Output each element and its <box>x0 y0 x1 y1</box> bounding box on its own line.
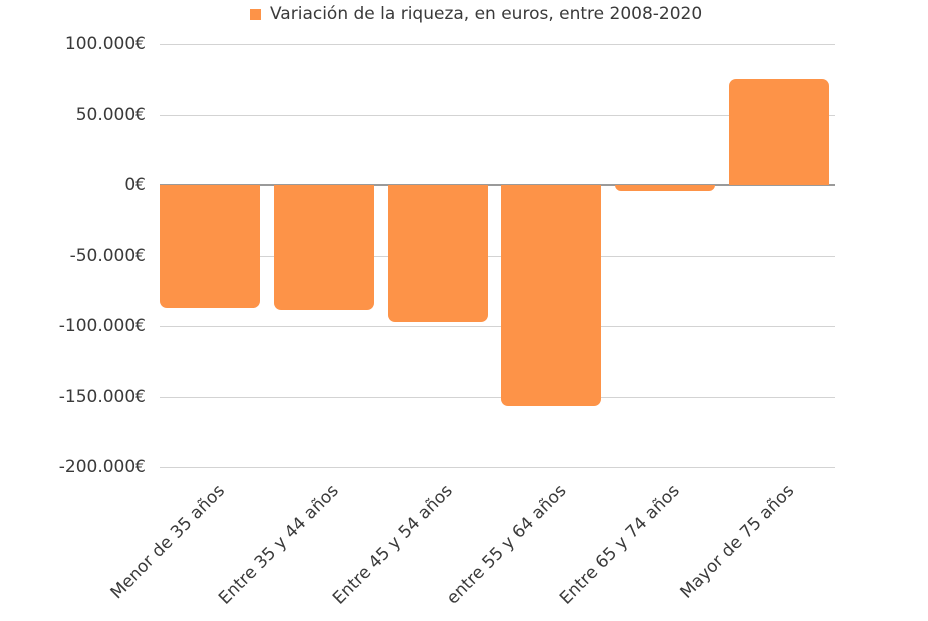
bar-2[interactable] <box>387 185 488 322</box>
y-axis-tick-label: -50.000€ <box>69 246 146 266</box>
y-axis-tick-label: 100.000€ <box>64 34 146 54</box>
bar-4[interactable] <box>615 185 716 191</box>
bar-0[interactable] <box>160 185 261 308</box>
x-axis-tick-label: entre 55 y 64 años <box>442 480 571 609</box>
bar-3[interactable] <box>501 185 602 407</box>
bar-1[interactable] <box>273 185 374 311</box>
x-axis-tick-label: Mayor de 75 años <box>676 480 798 603</box>
x-axis-tick-label: Entre 65 y 74 años <box>556 480 685 609</box>
zero-baseline <box>160 184 835 186</box>
y-axis-tick-label: -200.000€ <box>58 457 146 477</box>
legend-swatch-icon <box>250 8 261 20</box>
y-axis-tick-label: 0€ <box>124 175 146 195</box>
bar-5[interactable] <box>728 79 829 185</box>
gridline <box>160 256 835 257</box>
chart-legend: Variación de la riqueza, en euros, entre… <box>250 2 702 26</box>
gridline <box>160 44 835 45</box>
x-axis-tick-label: Entre 35 y 44 años <box>215 480 344 609</box>
y-axis-tick-label: -100.000€ <box>58 316 146 336</box>
gridline <box>160 467 835 468</box>
gridline <box>160 326 835 327</box>
gridline <box>160 397 835 398</box>
y-axis-tick-label: 50.000€ <box>75 105 146 125</box>
legend-label: Variación de la riqueza, en euros, entre… <box>270 4 703 24</box>
x-axis-tick-label: Menor de 35 años <box>107 480 230 604</box>
gridline <box>160 115 835 116</box>
y-axis-tick-label: -150.000€ <box>58 387 146 407</box>
x-axis-tick-label: Entre 45 y 54 años <box>328 480 457 609</box>
